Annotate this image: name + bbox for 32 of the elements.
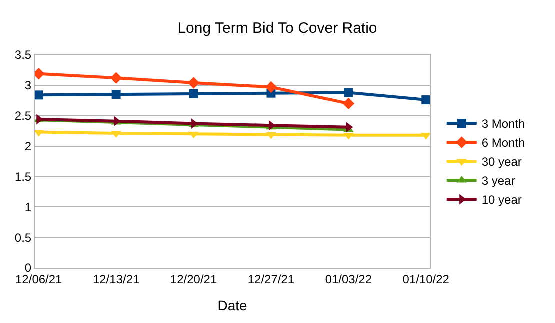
y-tick-label: 1.5 [14,170,32,184]
x-axis-title: Date [218,298,248,314]
point [112,90,121,100]
chart-title: Long Term Bid To Cover Ratio [178,20,378,38]
legend-label: 6 Month [482,136,526,150]
point [342,98,355,110]
x-tick-label: 01/03/22 [325,272,372,286]
y-tick-label: 2 [24,139,32,154]
point [35,130,44,137]
point [35,90,44,100]
y-tick-label: 0.5 [14,230,32,245]
legend-label: 30 year [482,155,522,170]
legend-label: 10 year [482,193,522,208]
point [265,81,278,94]
y-tick-label: 3 [24,78,32,93]
y-tick-label: 1 [24,200,32,214]
x-tick-label: 12/27/21 [248,272,295,286]
point [266,132,276,140]
point [422,96,430,105]
y-tick-label: 3.5 [14,48,32,62]
point [189,89,198,98]
legend-label: 3 year [482,174,516,188]
point [188,132,199,139]
legend-label: 3 Month [482,117,526,132]
point [420,133,430,140]
x-tick-label: 12/13/21 [92,272,140,286]
x-tick-label: 01/10/22 [402,272,450,286]
x-tick-label: 12/20/21 [170,272,218,286]
point [110,72,122,84]
y-tick-label: 2.5 [14,109,32,124]
point [344,88,354,98]
point [188,77,200,89]
